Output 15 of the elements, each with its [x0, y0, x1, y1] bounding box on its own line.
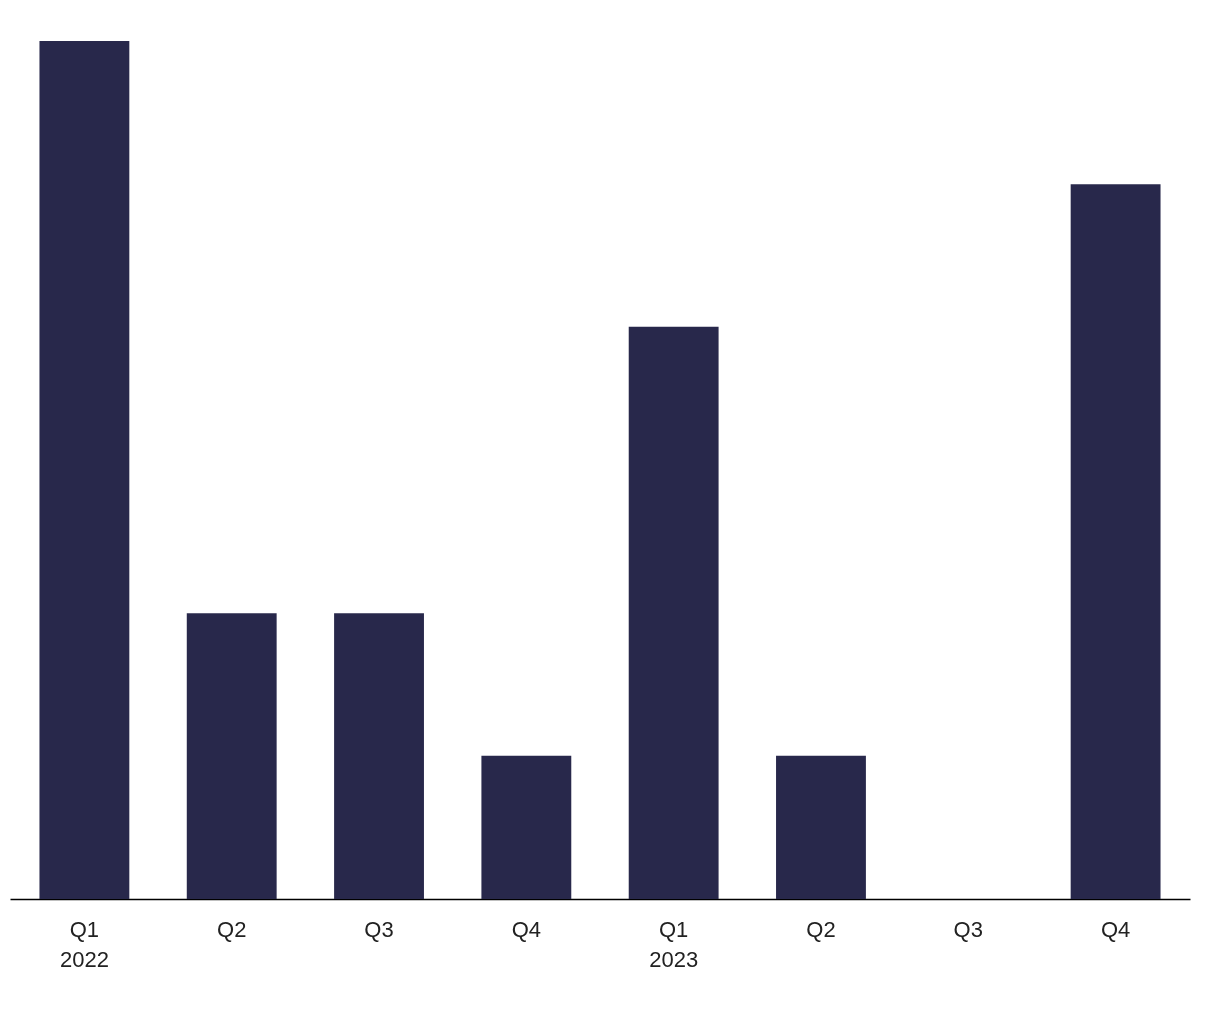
bar	[628, 326, 719, 899]
bar	[39, 41, 130, 899]
bar	[776, 755, 866, 899]
x-tick-label: Q3	[364, 916, 394, 942]
bar	[481, 755, 572, 899]
x-tick-label: Q3	[953, 916, 983, 942]
x-tick-label: Q1 2023	[649, 916, 699, 972]
x-tick-label: Q2	[806, 916, 836, 942]
x-tick-label: Q2	[217, 916, 247, 942]
x-tick-label: Q1 2022	[59, 916, 109, 972]
bar	[1070, 184, 1161, 899]
bar	[186, 613, 277, 899]
x-tick-label: Q4	[511, 916, 542, 942]
bar	[334, 613, 424, 899]
x-tick-label: Q4	[1100, 916, 1131, 942]
